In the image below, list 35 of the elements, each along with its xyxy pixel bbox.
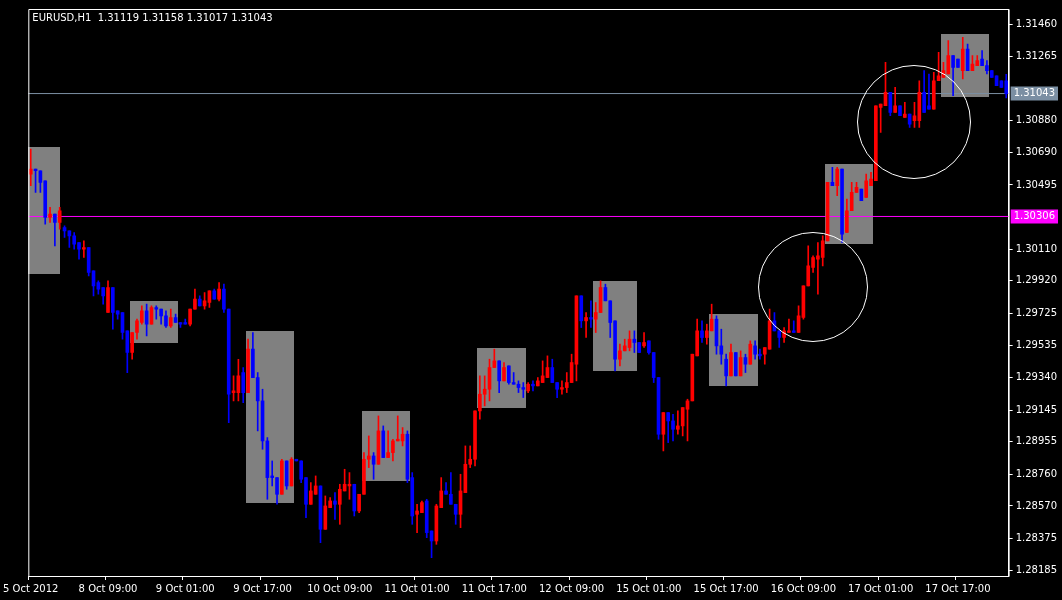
y-tick-label: 1.29725 <box>1015 306 1058 318</box>
y-tick-label: 1.29340 <box>1015 371 1058 383</box>
x-tick-label: 16 Oct 09:00 <box>770 582 837 594</box>
y-tick-label: 1.30880 <box>1015 114 1058 126</box>
y-tick-label: 1.30495 <box>1015 178 1058 190</box>
x-tick-label: 11 Oct 01:00 <box>384 582 450 594</box>
candlestick <box>733 352 738 377</box>
x-tick-label: 8 Oct 09:00 <box>78 582 138 594</box>
y-tick-label: 1.29535 <box>1015 338 1058 350</box>
x-tick-label: 9 Oct 17:00 <box>233 582 292 594</box>
x-tick-label: 17 Oct 01:00 <box>848 582 914 594</box>
x-tick-label: 15 Oct 17:00 <box>693 582 759 594</box>
x-tick-label: 11 Oct 17:00 <box>461 582 527 594</box>
y-tick-label: 1.29920 <box>1015 274 1058 286</box>
x-tick-label: 5 Oct 2012 <box>3 582 59 594</box>
y-tick-label: 1.30690 <box>1015 146 1058 158</box>
x-tick-label: 17 Oct 17:00 <box>925 582 991 594</box>
y-tick-label: 1.29145 <box>1015 403 1058 415</box>
x-tick-label: 15 Oct 01:00 <box>616 582 682 594</box>
y-tick-label: 1.31460 <box>1015 17 1058 29</box>
x-tick-label: 10 Oct 09:00 <box>307 582 373 594</box>
candlestick <box>637 342 642 353</box>
candlestick <box>898 105 902 117</box>
ref-line-label: 1.31043 <box>1013 87 1056 99</box>
y-tick-label: 1.28185 <box>1015 563 1058 575</box>
y-tick-label: 1.30110 <box>1015 242 1058 254</box>
x-tick-label: 12 Oct 09:00 <box>539 582 605 594</box>
chart-title: EURUSD,H1 1.31119 1.31158 1.31017 1.31043 <box>32 11 273 23</box>
y-tick-label: 1.28375 <box>1015 532 1058 544</box>
ref-line-label: 1.30306 <box>1013 210 1056 222</box>
y-tick-label: 1.28955 <box>1015 435 1058 447</box>
y-tick-label: 1.28760 <box>1015 467 1058 479</box>
y-tick-label: 1.28570 <box>1015 499 1058 511</box>
y-tick-label: 1.31265 <box>1015 50 1058 62</box>
x-tick-label: 9 Oct 01:00 <box>155 582 215 594</box>
